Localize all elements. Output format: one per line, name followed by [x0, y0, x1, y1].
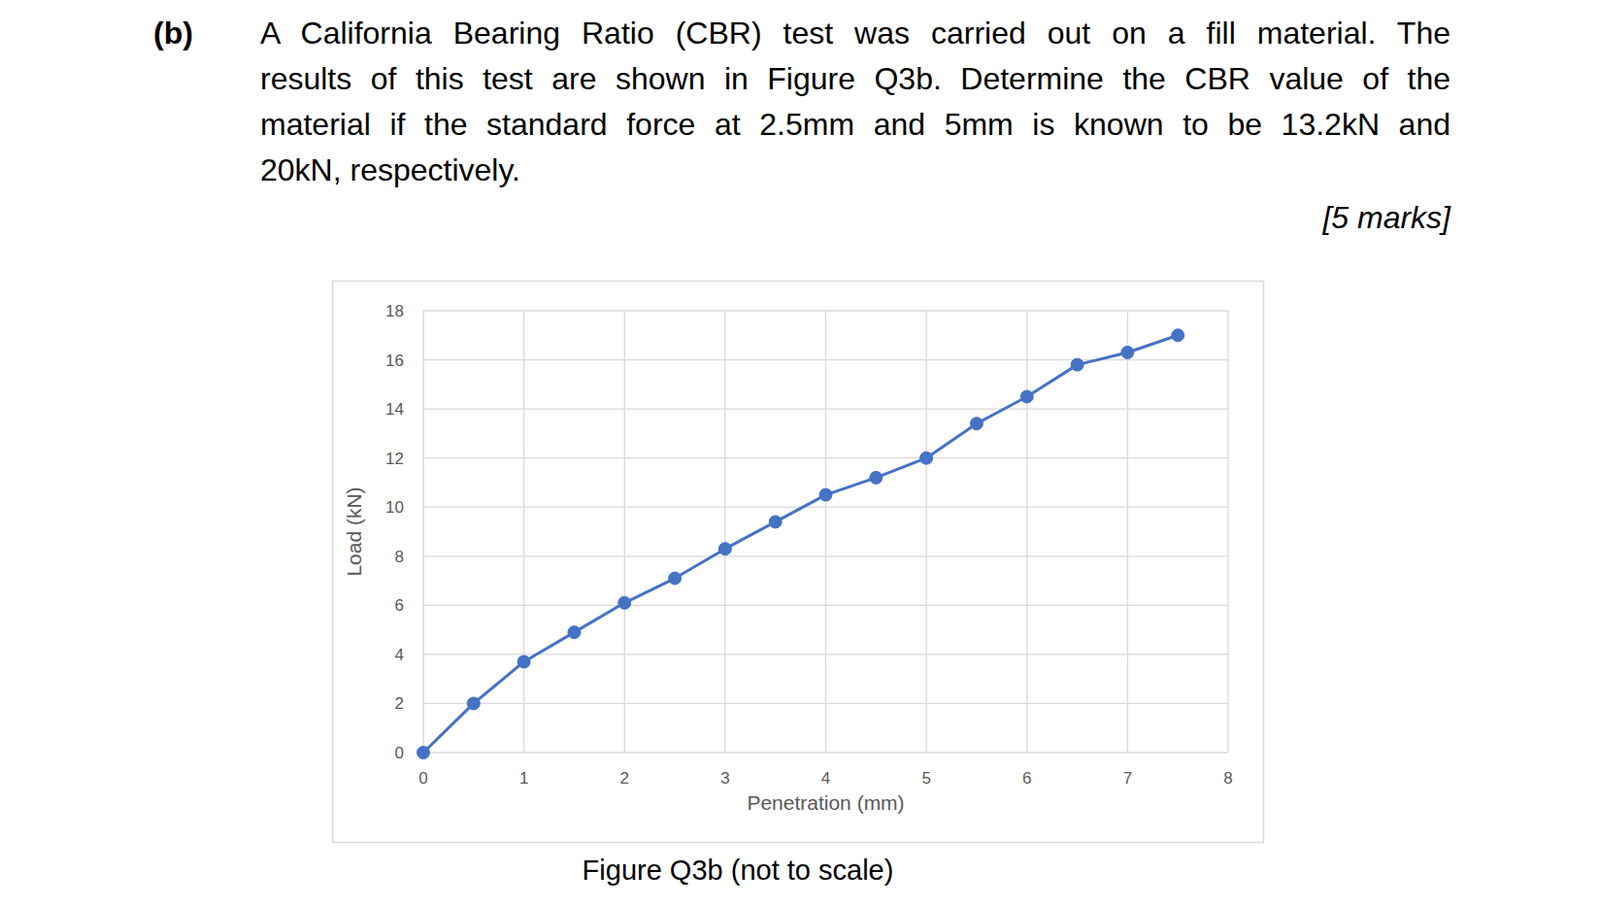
grid-line	[1127, 310, 1129, 753]
data-point	[466, 697, 480, 710]
data-point	[618, 596, 632, 609]
x-tick-label: 8	[1223, 768, 1233, 788]
marks: [5 marks]	[1322, 198, 1451, 237]
grid-line	[624, 310, 626, 753]
data-point	[1121, 345, 1134, 359]
y-tick-label: 14	[385, 400, 404, 419]
x-tick-label: 5	[921, 768, 931, 788]
grid-line	[523, 310, 525, 753]
data-point	[417, 746, 431, 760]
data-point	[819, 488, 833, 501]
question-line: A California Bearing Ratio (CBR) test wa…	[260, 13, 1451, 53]
x-tick-label: 6	[1022, 768, 1032, 788]
data-point	[869, 470, 883, 484]
y-tick-label: 6	[395, 596, 404, 615]
data-point	[920, 451, 934, 465]
chart-frame	[333, 281, 1265, 843]
y-tick-label: 16	[385, 351, 404, 370]
data-point	[1070, 358, 1084, 371]
grid-line	[1227, 310, 1229, 753]
y-tick-label: 0	[395, 743, 404, 763]
data-line	[423, 334, 1178, 753]
grid-line	[724, 310, 726, 753]
data-point	[668, 571, 682, 585]
question-line: results of this test are shown in Figure…	[260, 59, 1451, 99]
caption: Figure Q3b (not to scale)	[0, 850, 1476, 890]
x-tick-label: 3	[720, 768, 730, 788]
x-axis-title: Penetration (mm)	[746, 791, 904, 814]
question-line: 20kN, respectively.	[260, 150, 1451, 190]
chart: 024681012141618012345678Penetration (mm)…	[0, 0, 1600, 906]
data-point	[768, 515, 782, 529]
y-tick-label: 10	[385, 498, 404, 517]
x-tick-label: 4	[821, 768, 831, 788]
y-tick-label: 12	[385, 449, 404, 468]
data-point	[1171, 329, 1185, 342]
data-point	[718, 542, 732, 556]
x-tick-label: 0	[418, 768, 428, 788]
data-point	[1020, 390, 1034, 403]
question-line: material if the standard force at 2.5mm …	[260, 104, 1451, 144]
grid-line	[1026, 310, 1028, 753]
data-point	[969, 417, 983, 431]
y-tick-label: 2	[395, 694, 404, 713]
grid-line	[825, 310, 827, 753]
y-tick-label: 18	[385, 301, 404, 321]
data-point	[567, 626, 581, 639]
grid-line	[925, 310, 927, 753]
qlabel: (b)	[153, 13, 194, 53]
y-tick-label: 8	[395, 547, 404, 567]
x-tick-label: 1	[519, 768, 529, 788]
x-tick-label: 7	[1123, 768, 1133, 788]
y-axis-title: Load (kN)	[342, 486, 366, 576]
x-tick-label: 2	[620, 768, 630, 788]
data-point	[517, 655, 531, 668]
grid-line	[422, 310, 424, 753]
plot-area	[417, 329, 1185, 760]
y-tick-label: 4	[395, 645, 404, 665]
